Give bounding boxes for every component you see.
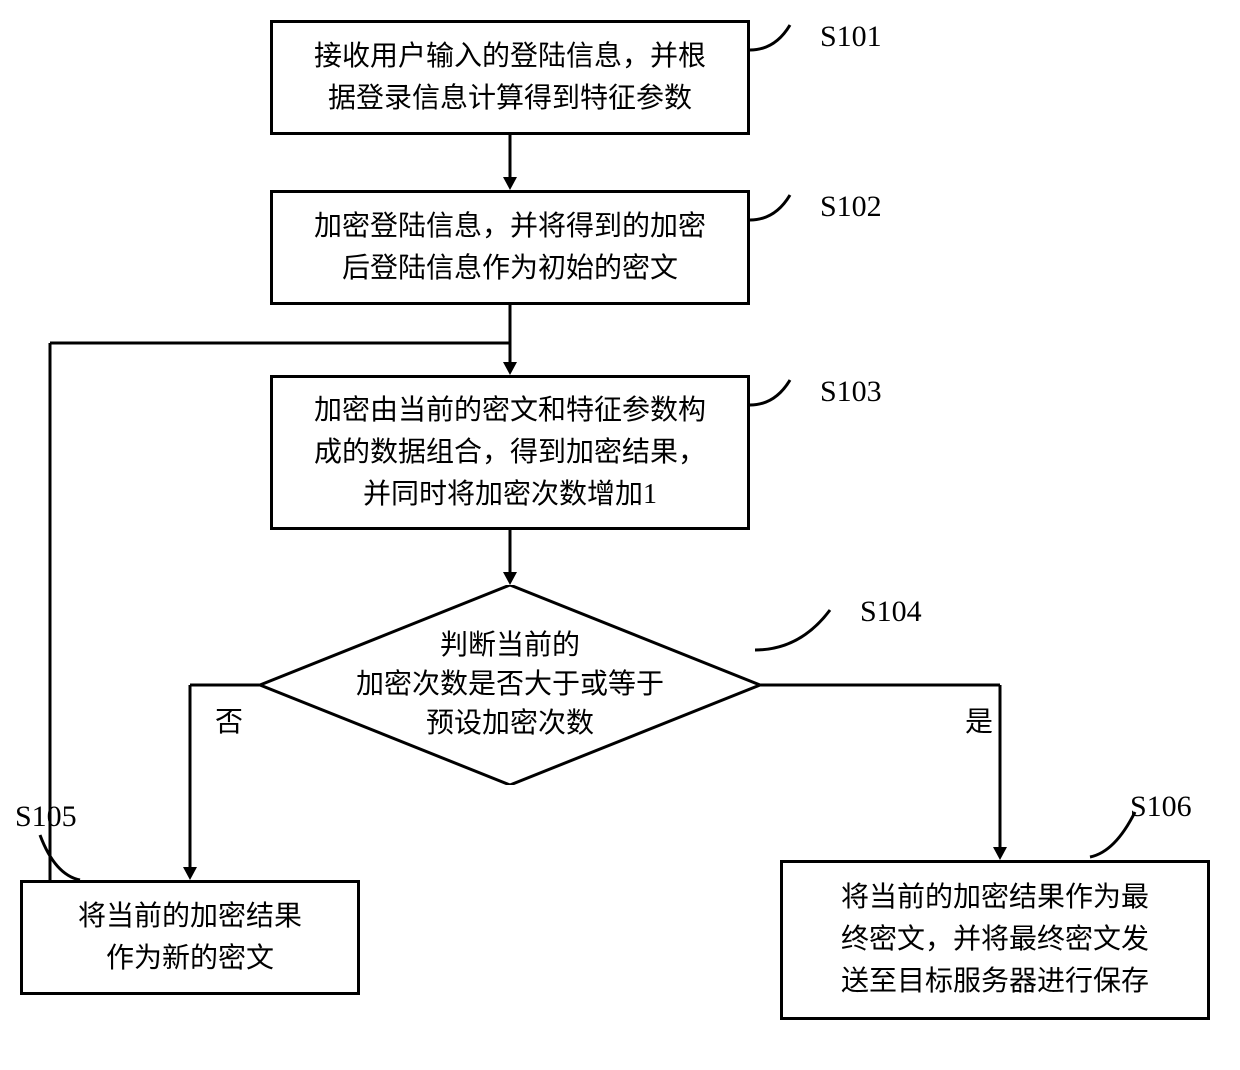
node-s105: 将当前的加密结果作为新的密文 [20,880,360,995]
label-s106: S106 [1130,790,1192,824]
arrow-s101-s102 [500,135,520,190]
node-s102: 加密登陆信息，并将得到的加密后登陆信息作为初始的密文 [270,190,750,305]
flowchart-container: 接收用户输入的登陆信息，并根据登录信息计算得到特征参数 S101 加密登陆信息，… [0,0,1240,1070]
label-s103: S103 [820,375,882,409]
node-s103: 加密由当前的密文和特征参数构成的数据组合，得到加密结果，并同时将加密次数增加1 [270,375,750,530]
label-connector-s101 [750,20,830,70]
node-s102-text: 加密登陆信息，并将得到的加密后登陆信息作为初始的密文 [314,206,706,290]
node-s103-text: 加密由当前的密文和特征参数构成的数据组合，得到加密结果，并同时将加密次数增加1 [314,390,706,516]
arrow-s103-s104 [500,530,520,585]
label-s101: S101 [820,20,882,54]
label-connector-s103 [750,375,830,425]
edge-label-yes: 是 [965,700,993,740]
label-connector-s102 [750,190,830,240]
node-s101-text: 接收用户输入的登陆信息，并根据登录信息计算得到特征参数 [314,36,706,120]
label-connector-s104 [755,605,875,665]
label-s102: S102 [820,190,882,224]
node-s106-text: 将当前的加密结果作为最终密文，并将最终密文发送至目标服务器进行保存 [841,877,1149,1003]
label-s104: S104 [860,595,922,629]
loop-line-horizontal [50,338,510,348]
edge-label-no: 否 [215,700,243,740]
node-s104: 判断当前的加密次数是否大于或等于预设加密次数 [260,585,760,785]
node-s105-text: 将当前的加密结果作为新的密文 [78,896,302,980]
node-s104-text: 判断当前的加密次数是否大于或等于预设加密次数 [356,626,664,744]
loop-exit [20,875,55,885]
loop-line-vertical [45,343,55,883]
node-s101: 接收用户输入的登陆信息，并根据登录信息计算得到特征参数 [270,20,750,135]
arrow-joint-s103 [500,343,520,375]
node-s106: 将当前的加密结果作为最终密文，并将最终密文发送至目标服务器进行保存 [780,860,1210,1020]
